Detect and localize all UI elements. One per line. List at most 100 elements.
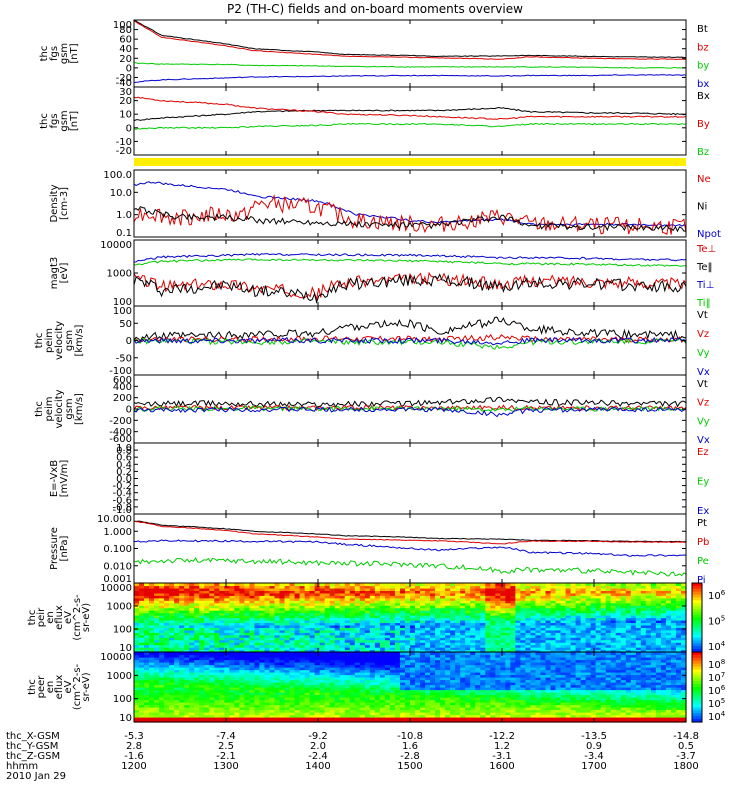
spectrogram-cell	[550, 585, 557, 589]
spectrogram-cell	[660, 597, 667, 601]
spectrogram-cell	[184, 719, 190, 723]
spectrogram-cell	[314, 712, 321, 716]
colorbar-segment	[692, 603, 702, 607]
spectrogram-cell	[274, 682, 281, 686]
spectrogram-cell	[259, 642, 266, 646]
spectrogram-cell	[640, 590, 647, 594]
spectrogram-cell	[600, 610, 607, 614]
spectrogram-cell	[595, 624, 602, 628]
spectrogram-cell	[139, 704, 145, 708]
spectrogram-cell	[645, 585, 652, 589]
spectrogram-cell	[239, 702, 245, 706]
spectrogram-cell	[344, 627, 351, 631]
spectrogram-cell	[209, 632, 215, 636]
spectrogram-cell	[575, 597, 582, 601]
spectrogram-cell	[219, 697, 225, 701]
spectrogram-cell	[455, 632, 461, 636]
spectrogram-cell	[430, 602, 436, 606]
spectrogram-cell	[465, 642, 471, 646]
spectrogram-cell	[149, 629, 155, 633]
spectrogram-cell	[199, 699, 205, 703]
spectrogram-cell	[535, 642, 542, 646]
spectrogram-cell	[505, 632, 511, 636]
spectrogram-cell	[565, 597, 572, 601]
spectrogram-cell	[259, 679, 266, 683]
spectrogram-cell	[359, 702, 366, 706]
spectrogram-cell	[239, 612, 245, 616]
spectrogram-cell	[379, 597, 386, 601]
spectrogram-cell	[319, 717, 326, 721]
y-tick-label: 1000	[107, 269, 132, 280]
spectrogram-cell	[209, 717, 215, 721]
spectrogram-cell	[149, 662, 155, 666]
spectrogram-cell	[545, 597, 552, 601]
spectrogram-cell	[540, 600, 547, 604]
colorbar-segment	[692, 583, 702, 587]
spectrogram-cell	[259, 662, 266, 666]
spectrogram-cell	[134, 612, 140, 616]
spectrogram-cell	[344, 697, 351, 701]
spectrogram-cell	[645, 587, 652, 591]
spectrogram-cell	[349, 622, 356, 626]
spectrogram-cell	[515, 605, 521, 609]
spectrogram-cell	[134, 607, 140, 611]
colorbar-segment	[692, 594, 702, 598]
spectrogram-cell	[369, 692, 376, 696]
spectrogram-cell	[189, 647, 195, 651]
spectrogram-cell	[304, 585, 311, 589]
spectrogram-cell	[545, 622, 552, 626]
spectrogram-cell	[575, 583, 582, 587]
spectrogram-cell	[199, 644, 205, 648]
spectrogram-cell	[234, 657, 240, 661]
spectrogram-cell	[264, 697, 271, 701]
spectrogram-cell	[244, 617, 251, 621]
spectrogram-cell	[369, 689, 376, 693]
spectrogram-cell	[199, 662, 205, 666]
spectrogram-cell	[460, 607, 466, 611]
spectrogram-cell	[169, 672, 175, 676]
spectrogram-cell	[480, 583, 486, 587]
spectrogram-cell	[244, 619, 251, 624]
spectrogram-cell	[359, 684, 366, 688]
spectrogram-cell	[309, 694, 316, 698]
spectrogram-cell	[520, 597, 527, 601]
spectrogram-cell	[284, 697, 291, 701]
spectrogram-cell	[209, 677, 215, 681]
spectrogram-cell	[399, 712, 406, 716]
spectrogram-cell	[394, 632, 401, 636]
spectrogram-cell	[645, 627, 652, 631]
spectrogram-cell	[219, 687, 225, 691]
spectrogram-cell	[630, 615, 637, 619]
spectrogram-cell	[199, 697, 205, 701]
spectrogram-cell	[394, 667, 401, 671]
spectrogram-cell	[329, 612, 336, 616]
spectrogram-cell	[259, 585, 266, 589]
spectrogram-cell	[399, 590, 406, 594]
spectrogram-cell	[304, 682, 311, 686]
spectrogram-cell	[660, 644, 667, 648]
spectrogram-cell	[144, 704, 150, 708]
spectrogram-cell	[214, 642, 220, 646]
spectrogram-cell	[379, 583, 386, 587]
spectrogram-cell	[650, 627, 657, 631]
spectrogram-cell	[545, 629, 552, 633]
spectrogram-cell	[184, 654, 190, 658]
spectrogram-cell	[249, 717, 256, 721]
spectrogram-cell	[605, 624, 612, 628]
spectrogram-cell	[399, 692, 406, 696]
spectrogram-cell	[369, 590, 376, 594]
spectrogram-cell	[204, 647, 210, 651]
spectrogram-cell	[585, 619, 592, 624]
spectrogram-cell	[620, 647, 627, 651]
spectrogram-cell	[555, 583, 562, 587]
spectrogram-cell	[590, 634, 597, 638]
spectrogram-cell	[420, 642, 426, 646]
spectrogram-cell	[269, 624, 276, 628]
spectrogram-cell	[635, 649, 642, 653]
spectrogram-cell	[394, 712, 401, 716]
spectrogram-cell	[655, 583, 662, 587]
spectrogram-cell	[199, 687, 205, 691]
spectrogram-cell	[440, 619, 446, 624]
spectrogram-cell	[369, 649, 376, 653]
spectrogram-cell	[620, 627, 627, 631]
